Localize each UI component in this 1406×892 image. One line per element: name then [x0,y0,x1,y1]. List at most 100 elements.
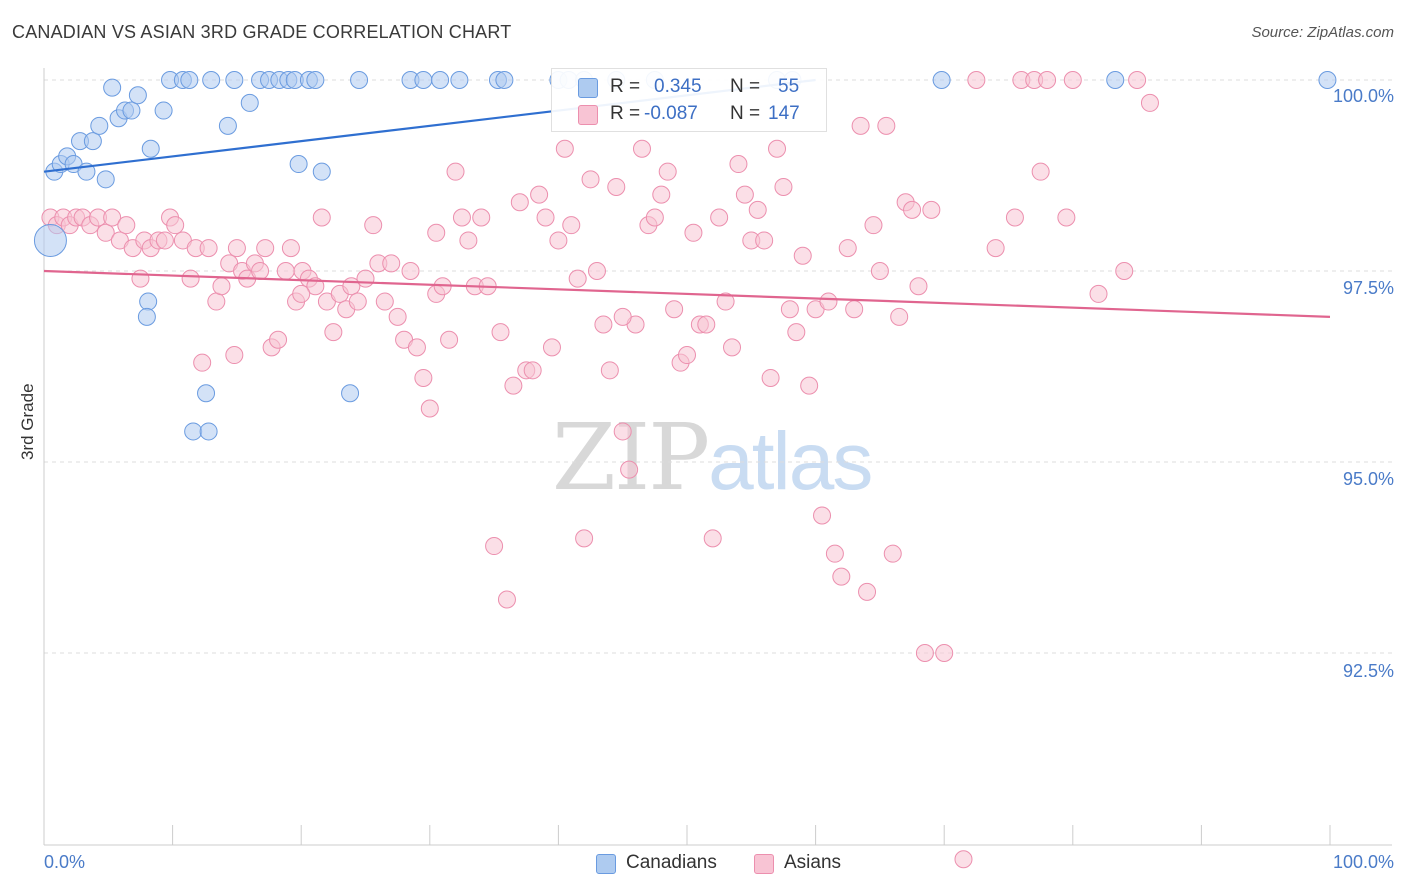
canadians-point [180,71,199,89]
asians-point [703,529,722,548]
asians-point [251,262,270,280]
asians-point [427,223,446,242]
asians-point [225,346,244,365]
asians-point [903,200,922,219]
canadians-point [96,170,115,189]
asians-point [697,315,716,334]
asians-point [658,162,677,181]
asians-point [607,177,626,196]
canadians-point [1318,71,1337,89]
canadians-point [289,155,308,174]
asians-point [864,216,883,235]
y-axis-label: 3rd Grade [18,383,37,460]
canadians-point [83,132,102,151]
stats-legend: R = 0.345 N = 55 R = -0.087 N = 147 [551,68,827,132]
asians-point [256,239,275,258]
asians-point [909,277,928,296]
asians-point [166,216,185,235]
asians-point [227,239,246,258]
y-tick-label-95: 95.0% [1342,469,1394,489]
asians-point [96,223,115,242]
asians-point [407,338,426,357]
asians-point [472,208,491,227]
canadians-point [312,162,331,181]
asians-point [748,200,767,219]
asians-point [665,300,684,319]
asians-point [986,239,1005,258]
canadians-r-value: 0.345 [654,76,702,97]
canadians-point [225,71,244,89]
canadians-point [306,71,325,89]
asians-point [780,300,799,319]
source-label: Source: ZipAtlas.com [1251,24,1394,41]
asians-point [967,71,986,89]
canadians-point [154,101,173,120]
asians-point [452,208,471,227]
chart-title: CANADIAN VS ASIAN 3RD GRADE CORRELATION … [12,22,512,42]
asians-point [155,231,174,250]
asians-point [193,353,212,372]
asians-point [459,231,478,250]
asians-point [613,422,632,441]
asians-point [645,208,664,227]
asians-point [312,208,331,227]
canadians-legend-swatch [596,854,616,874]
canadians-point [128,86,147,105]
asians-point [575,529,594,548]
asians-point [212,277,231,296]
canadians-point [495,71,514,89]
canadians-point [341,384,360,403]
asians-point [131,269,150,288]
asians-point [883,544,902,563]
asians-point [523,361,542,380]
canadians-point [33,223,67,257]
canadians-point [1106,71,1125,89]
canadians-point [141,139,160,158]
legend-row-asians: R = -0.087 N = 147 [552,101,826,127]
asians-point [793,246,812,265]
asians-point [954,850,973,869]
asians-point [364,216,383,235]
legend-row-canadians: R = 0.345 N = 55 [552,74,826,100]
canadians-point [240,93,259,112]
asians-point [1063,71,1082,89]
canadians-legend-label: Canadians [626,852,717,873]
canadians-point [197,384,216,403]
asians-point [1005,208,1024,227]
asians-point [825,544,844,563]
asians-point [388,307,407,326]
asians-r-label: R = [610,103,641,124]
asians-point [1128,71,1147,89]
asians-point [755,231,774,250]
canadians-point [103,78,122,97]
canadians-point [137,307,156,326]
asians-point [306,277,325,296]
asians-point [723,338,742,357]
canadians-point [199,422,218,441]
asians-point [851,116,870,135]
asians-point [103,208,122,227]
y-tick-label-100: 100.0% [1332,86,1394,106]
canadians-r-label: R = [610,76,641,97]
asians-point [935,644,954,662]
asians-point [1031,162,1050,181]
asians-point [324,323,343,342]
asians-point [504,376,523,395]
asians-point [858,582,877,601]
asians-point [207,292,226,311]
asians-point [800,376,819,395]
asians-point [1057,208,1076,227]
canadians-point [90,116,109,135]
asians-point [555,139,574,158]
asians-point [581,170,600,189]
asians-point [276,262,295,280]
x-tick-label-max: 100.0% [1332,852,1394,872]
asians-point [549,231,568,250]
asians-point [375,292,394,311]
asians-point [1115,262,1134,280]
canadians-swatch [578,78,598,98]
asians-point [632,139,651,158]
asians-point [542,338,561,357]
asians-r-value: -0.087 [644,103,698,124]
